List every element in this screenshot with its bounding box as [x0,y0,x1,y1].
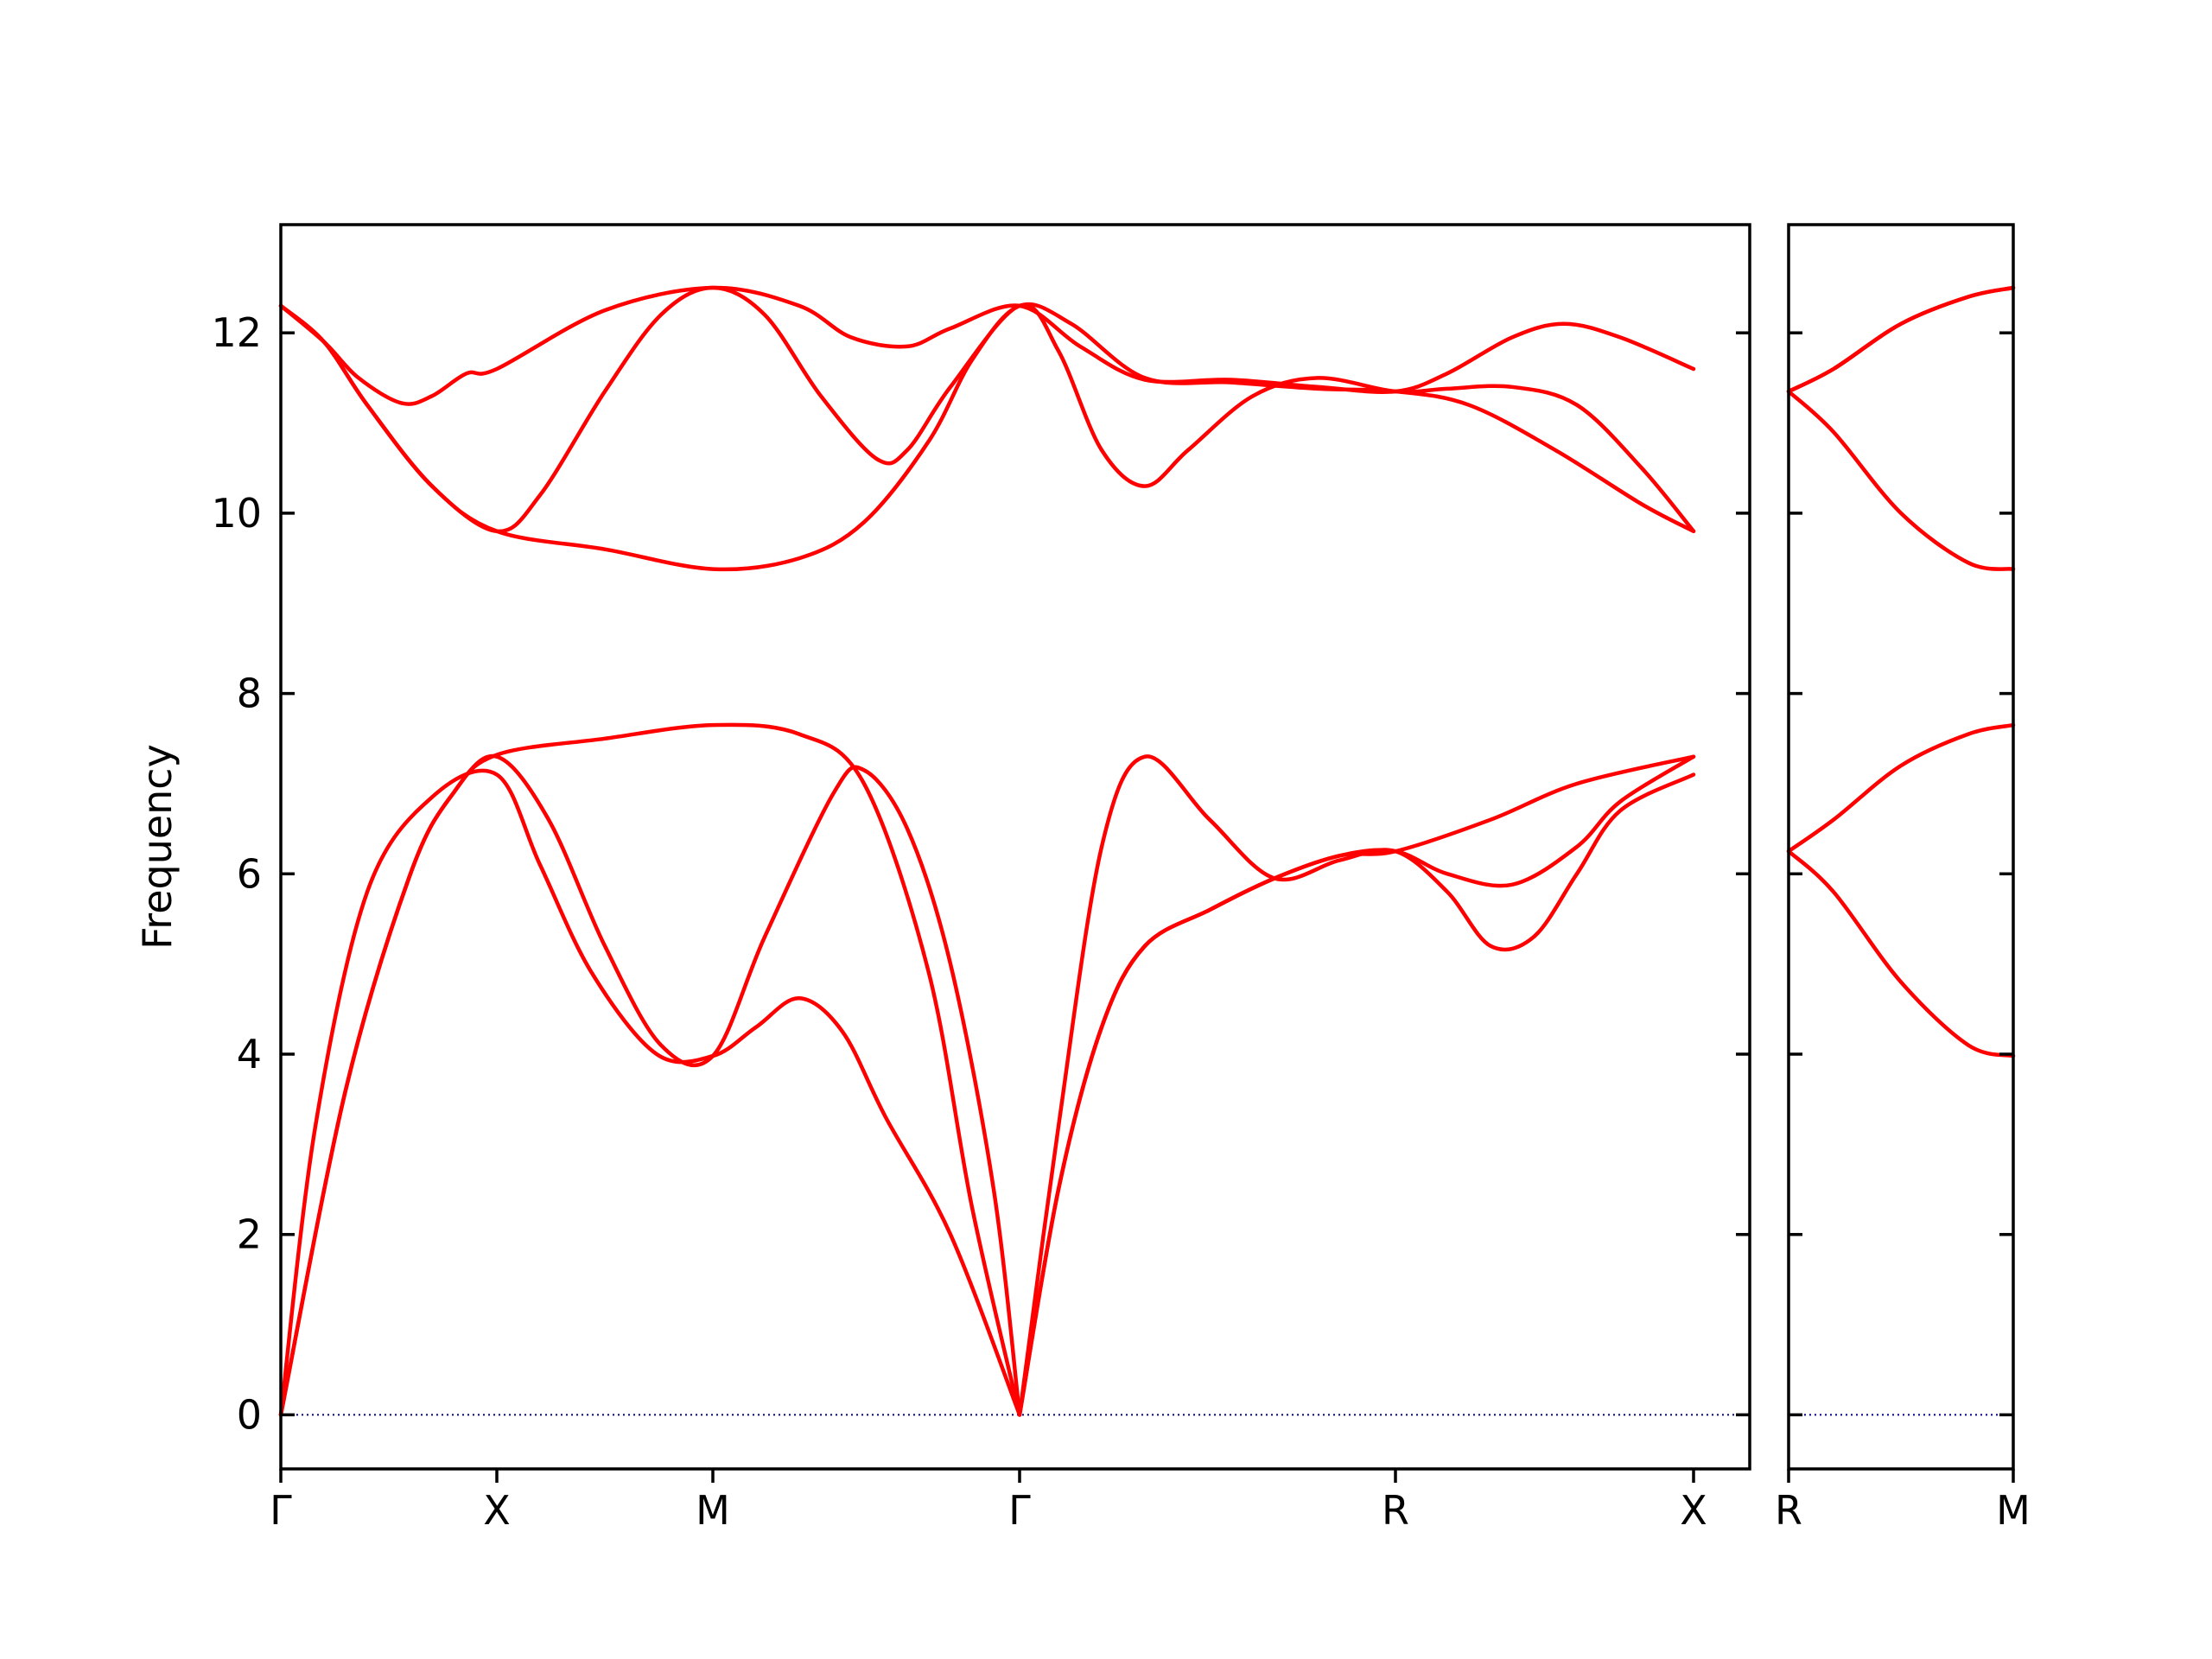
x-tick-label: R [1775,1487,1802,1534]
x-tick-label: X [1680,1487,1707,1534]
plot-frame-2 [1787,223,2015,1471]
x-tick-label: X [483,1487,511,1534]
x-tick-label: R [1382,1487,1409,1534]
plot-frame-1 [279,223,1751,1471]
band-line-1-2 [278,753,1022,1417]
y-tick-label: 4 [237,1031,262,1077]
y-tick-label: 10 [211,490,262,537]
band-line-1-9 [278,302,1696,572]
band-line-1-1 [278,768,1022,1417]
band-line-1-4 [1017,754,1696,1417]
band-line-1-6 [1017,754,1696,1417]
y-tick-label: 0 [237,1391,262,1438]
x-tick-label: M [1996,1487,2031,1534]
x-tick-label: Γ [1008,1487,1031,1534]
band-line-1-8 [278,285,1696,534]
x-tick-label: Γ [270,1487,292,1534]
band-line-2-5 [1786,285,2016,394]
y-axis-label: Frequency [134,744,181,950]
y-tick-label: 2 [237,1211,262,1258]
y-tick-label: 12 [211,309,262,356]
plot-area: 0 2 4 6 8 10 12 Γ X M Γ R X R M [211,223,2031,1534]
band-line-2-2 [1786,722,2016,854]
x-tick-label: M [696,1487,730,1534]
band-line-1-7 [278,285,1696,406]
y-tick-label: 8 [237,671,262,717]
y-tick-label: 6 [237,850,262,897]
band-line-2-3 [1786,389,2016,571]
band-line-2-1 [1786,849,2016,1058]
band-line-1-3 [278,722,1022,1417]
